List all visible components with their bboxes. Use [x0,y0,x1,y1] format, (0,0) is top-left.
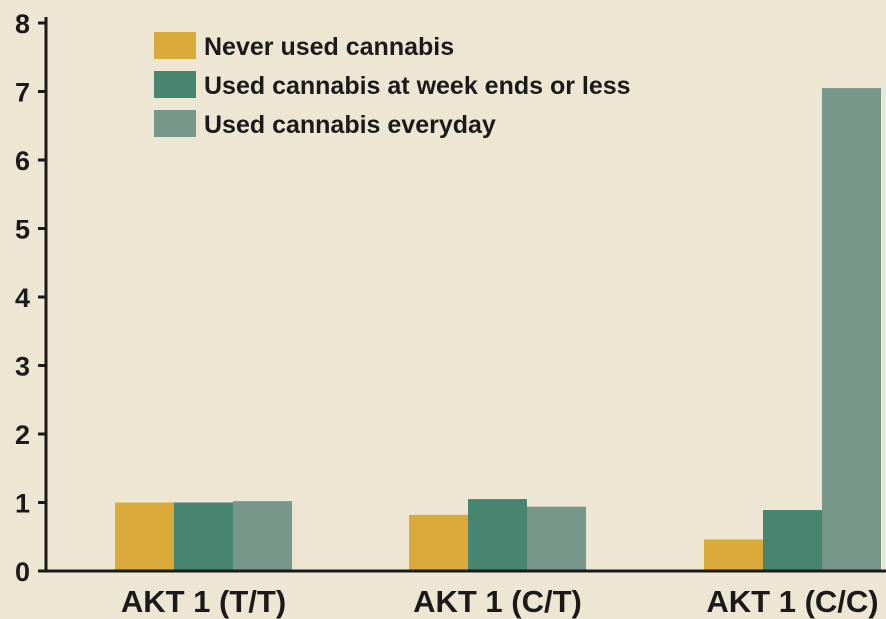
bar [174,502,233,571]
legend-label: Never used cannabis [204,33,454,61]
legend-swatch [154,71,196,98]
y-tick-label: 8 [15,9,30,39]
y-tick-label: 7 [15,78,30,108]
bar [822,88,881,571]
bar [233,501,292,571]
bar [527,506,586,571]
x-tick-label: AKT 1 (C/C) [706,584,878,619]
y-tick-label: 2 [15,420,30,450]
y-tick-label: 3 [15,352,30,382]
legend-swatch [154,32,196,59]
bar [409,514,468,571]
y-tick-label: 4 [15,283,30,313]
x-tick-label: AKT 1 (C/T) [413,584,582,619]
x-axis-labels: AKT 1 (T/T) AKT 1 (C/T) AKT 1 (C/C) [121,584,879,619]
y-tick-label: 6 [15,146,30,176]
legend-swatch [154,110,196,137]
y-tick-label: 0 [15,557,30,587]
bars [115,88,881,571]
bar [468,499,527,571]
bar [115,502,174,571]
y-axis-ticks: 0 1 2 3 4 5 6 7 8 [15,9,46,587]
legend-label: Used cannabis everyday [204,111,496,139]
legend-label: Used cannabis at week ends or less [204,72,631,100]
legend: Never used cannabis Used cannabis at week… [154,32,631,139]
y-tick-label: 5 [15,215,30,245]
y-tick-label: 1 [15,489,30,519]
x-tick-label: AKT 1 (T/T) [121,584,286,619]
bar [704,539,763,571]
bar [763,510,822,571]
